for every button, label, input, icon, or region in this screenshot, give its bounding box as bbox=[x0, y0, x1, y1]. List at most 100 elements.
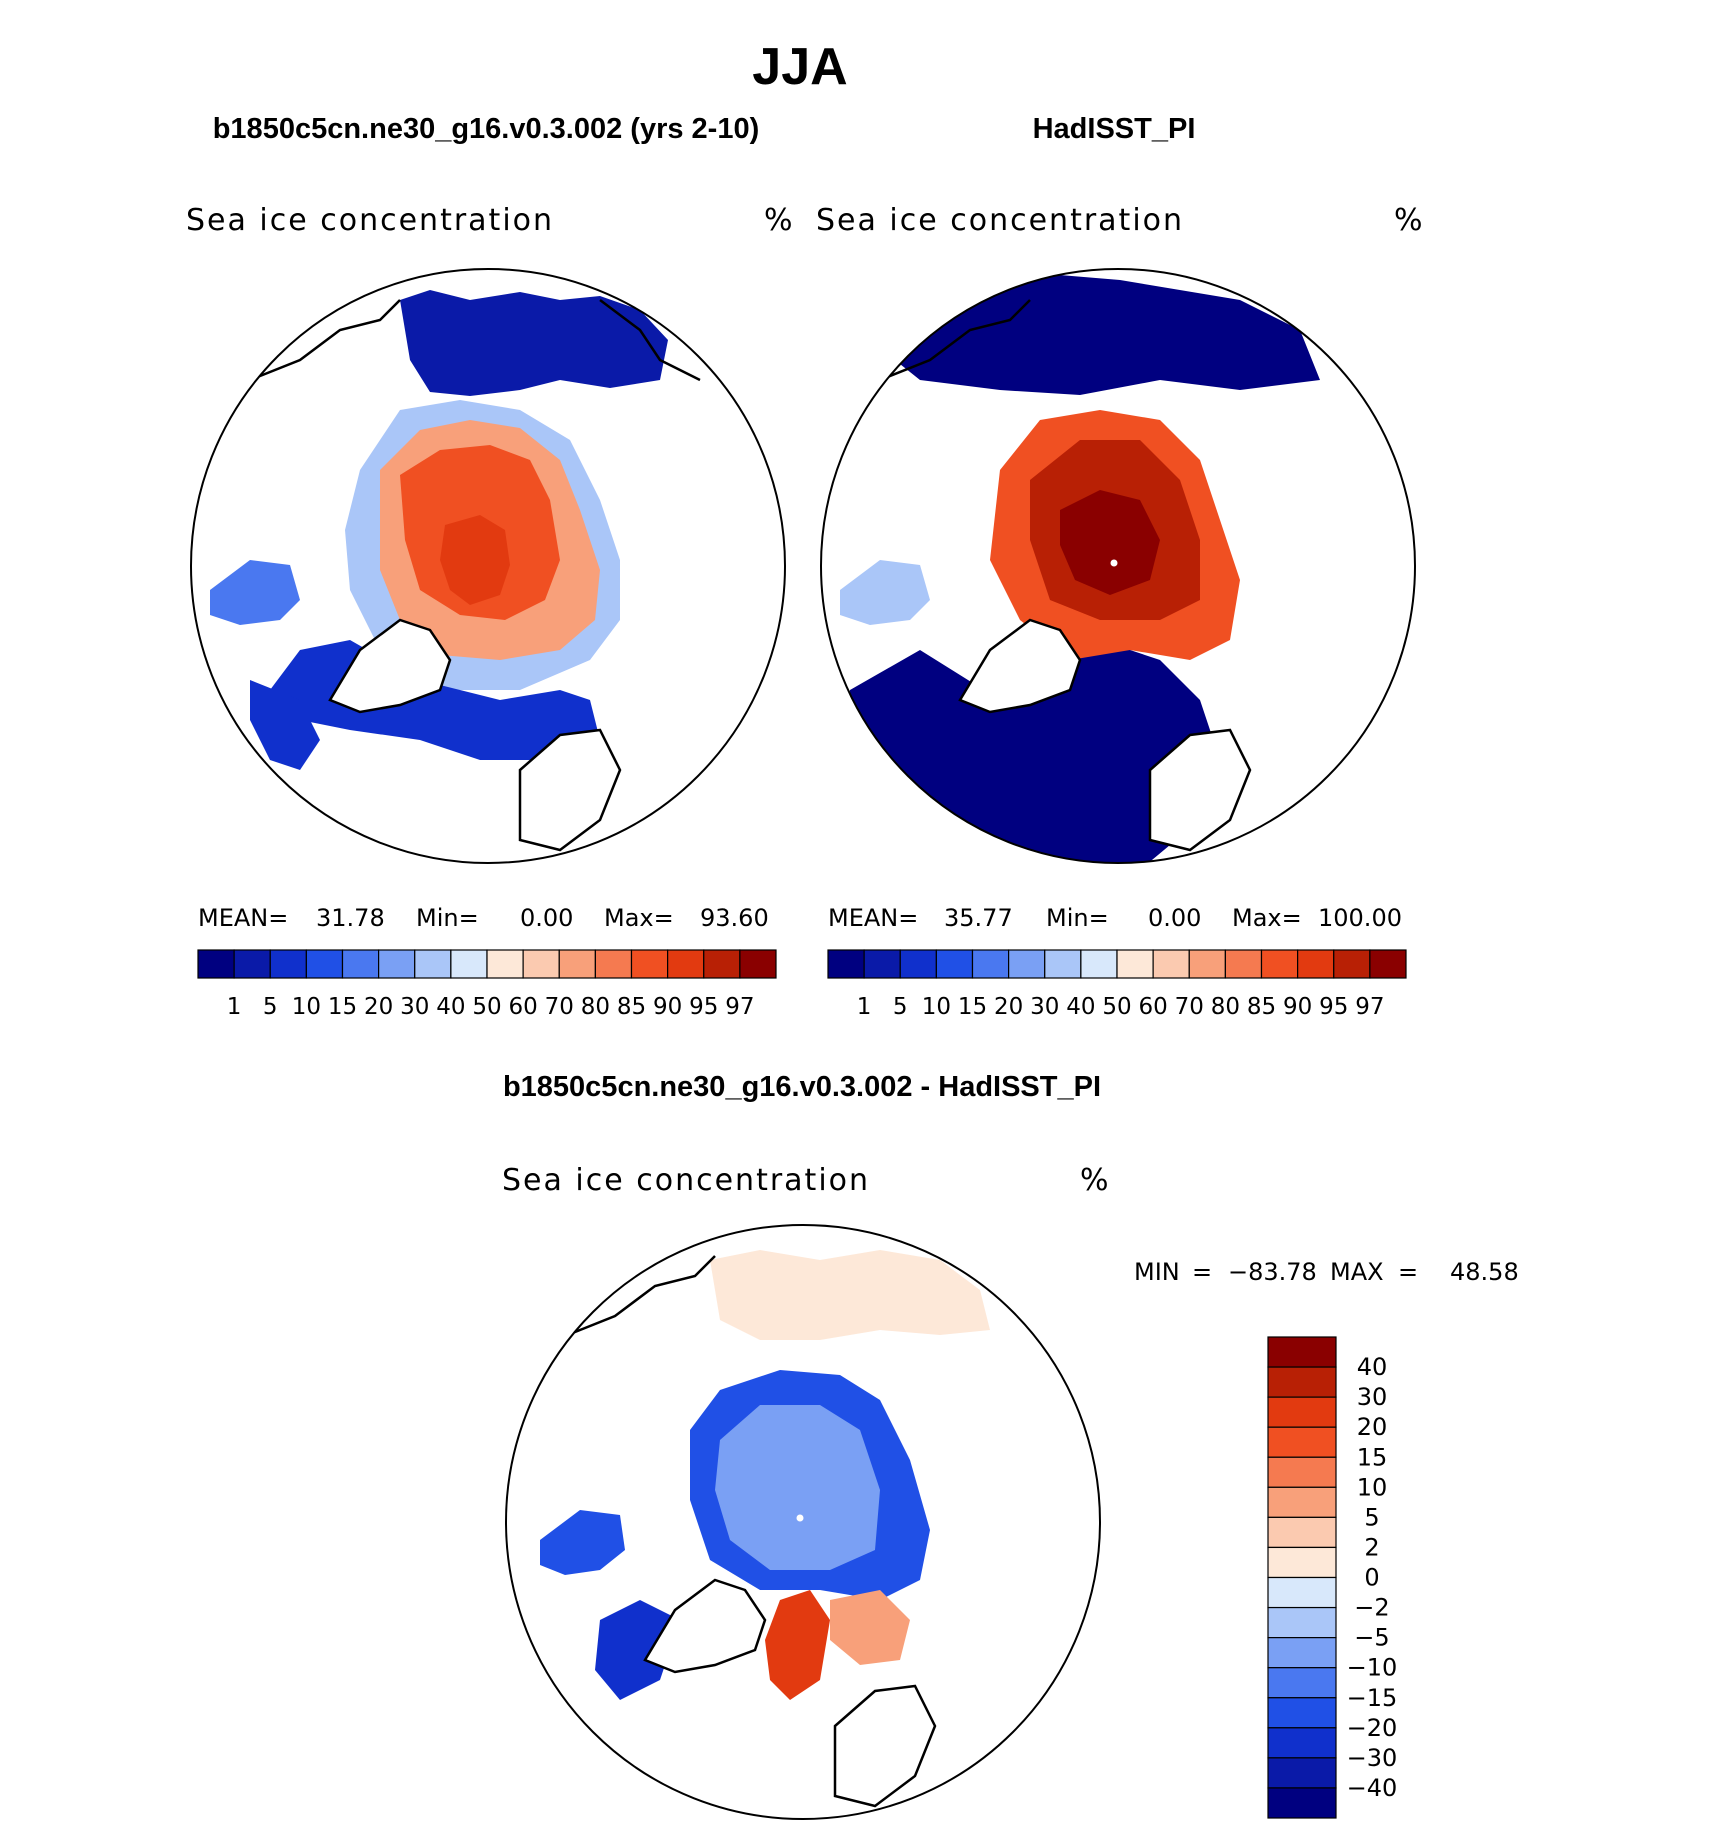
model-colorbar-swatch bbox=[522, 949, 560, 979]
difference-min-label: MIN bbox=[1134, 1258, 1180, 1286]
obs-colorbar-tick-label: 20 bbox=[994, 994, 1023, 1020]
difference-colorbar-tick-label: 30 bbox=[1357, 1383, 1388, 1411]
model-siberia-coast bbox=[249, 299, 401, 382]
difference-stats: MIN = −83.78 MAX = 48.58 bbox=[1134, 1258, 1519, 1286]
model-colorbar-swatch bbox=[305, 949, 344, 979]
difference-max-value: 48.58 bbox=[1450, 1258, 1519, 1286]
model-colorbar-swatch bbox=[378, 949, 416, 979]
obs-scandinavia-land bbox=[1148, 728, 1252, 852]
model-colorbar-tick-label: 70 bbox=[545, 994, 574, 1020]
difference-colorbar-tick-label: −10 bbox=[1347, 1654, 1398, 1682]
obs-colorbar-tick-label: 5 bbox=[893, 994, 908, 1020]
obs-min-value: 0.00 bbox=[1148, 904, 1201, 932]
difference-colorbar-tick-label: 40 bbox=[1357, 1353, 1388, 1381]
model-colorbar-swatch bbox=[667, 949, 705, 979]
model-units-label: % bbox=[764, 203, 793, 238]
obs-colorbar-tick-label: 97 bbox=[1355, 994, 1384, 1020]
diff-barents-positive bbox=[830, 1590, 910, 1665]
difference-colorbar-tick-label: −2 bbox=[1354, 1594, 1389, 1622]
difference-colorbar-swatch bbox=[1267, 1516, 1337, 1549]
difference-colorbar-swatch bbox=[1267, 1606, 1337, 1639]
obs-colorbar-swatch bbox=[863, 949, 901, 979]
difference-colorbar-swatch bbox=[1267, 1546, 1337, 1579]
difference-colorbar-swatch bbox=[1267, 1486, 1337, 1518]
obs-colorbar-swatch bbox=[1080, 949, 1118, 979]
obs-colorbar-swatch bbox=[1333, 949, 1371, 979]
model-colorbar-swatch bbox=[197, 949, 235, 979]
obs-siberia-coast bbox=[879, 299, 1031, 382]
difference-colorbar-tick-label: 5 bbox=[1364, 1503, 1379, 1531]
model-colorbar-tick-label: 80 bbox=[581, 994, 610, 1020]
difference-colorbar-tick-label: 10 bbox=[1357, 1473, 1388, 1501]
model-greenland-land bbox=[328, 618, 452, 714]
model-variable-label: Sea ice concentration bbox=[186, 203, 554, 238]
obs-arctic-ice-center bbox=[1060, 490, 1160, 595]
difference-colorbar-swatch bbox=[1267, 1727, 1337, 1759]
diff-siberia-coast bbox=[564, 1255, 716, 1338]
model-colorbar-tick-label: 15 bbox=[328, 994, 357, 1020]
model-colorbar-swatch bbox=[703, 949, 741, 979]
obs-colorbar-swatch bbox=[1116, 949, 1154, 979]
obs-colorbar: 1 5 10 15 20 30 40 50 60 70 80 85 90 95 97 bbox=[827, 949, 1407, 1020]
difference-max-equals: = bbox=[1398, 1258, 1418, 1286]
diff-hudson-negative bbox=[540, 1510, 625, 1575]
obs-colorbar-tick-label: 80 bbox=[1211, 994, 1240, 1020]
obs-colorbar-tick-label: 95 bbox=[1319, 994, 1348, 1020]
difference-colorbar-swatch bbox=[1267, 1576, 1337, 1609]
obs-pacific-ice bbox=[870, 270, 1320, 395]
model-colorbar-tick-label: 95 bbox=[689, 994, 718, 1020]
difference-panel-header: b1850c5cn.ne30_g16.v0.3.002 - HadISST_PI bbox=[503, 1071, 1101, 1103]
model-panel-header: b1850c5cn.ne30_g16.v0.3.002 (yrs 2-10) bbox=[213, 113, 760, 145]
model-colorbar-tick-label: 10 bbox=[292, 994, 321, 1020]
obs-colorbar-tick-label: 70 bbox=[1175, 994, 1204, 1020]
model-colorbar-swatch bbox=[594, 949, 633, 979]
diff-labrador-negative bbox=[595, 1600, 680, 1700]
model-colorbar-swatch bbox=[233, 949, 271, 979]
difference-colorbar-tick-label: −15 bbox=[1347, 1684, 1398, 1712]
difference-colorbar-swatch bbox=[1267, 1667, 1337, 1699]
model-bering-ice bbox=[400, 290, 668, 396]
model-colorbar-tick-label: 97 bbox=[725, 994, 754, 1020]
difference-colorbar-tick-label: −20 bbox=[1347, 1714, 1398, 1742]
difference-colorbar-swatch bbox=[1267, 1697, 1337, 1729]
obs-colorbar-swatch bbox=[935, 949, 974, 979]
model-scandinavia-land bbox=[518, 728, 622, 852]
model-labrador-ice bbox=[250, 680, 320, 770]
model-colorbar-tick-label: 30 bbox=[400, 994, 429, 1020]
model-colorbar-swatch bbox=[414, 949, 452, 979]
model-colorbar: 1 5 10 15 20 30 40 50 60 70 80 85 90 95 97 bbox=[197, 949, 777, 1020]
difference-polar-map bbox=[505, 1224, 1101, 1820]
obs-colorbar-swatch bbox=[1297, 949, 1335, 979]
model-colorbar-tick-label: 1 bbox=[227, 994, 242, 1020]
difference-colorbar-tick-label: 15 bbox=[1357, 1443, 1388, 1471]
difference-colorbar-swatch bbox=[1267, 1787, 1337, 1819]
difference-colorbar-tick-label: 2 bbox=[1364, 1533, 1379, 1561]
model-max-value: 93.60 bbox=[700, 904, 769, 932]
model-colorbar-swatch bbox=[486, 949, 524, 979]
diff-greenland-land bbox=[643, 1578, 767, 1674]
obs-colorbar-tick-label: 40 bbox=[1066, 994, 1095, 1020]
difference-colorbar-swatch bbox=[1267, 1637, 1337, 1669]
model-polar-map bbox=[190, 268, 786, 864]
obs-colorbar-swatch bbox=[1369, 949, 1407, 979]
model-colorbar-tick-label: 40 bbox=[436, 994, 465, 1020]
obs-colorbar-swatch bbox=[827, 949, 865, 979]
obs-colorbar-swatch bbox=[971, 949, 1010, 979]
model-stats: MEAN= 31.78 Min= 0.00 Max= 93.60 bbox=[198, 904, 769, 932]
difference-max-label: MAX bbox=[1330, 1258, 1384, 1286]
difference-colorbar-tick-label: −30 bbox=[1347, 1744, 1398, 1772]
model-hudson-ice bbox=[210, 560, 300, 625]
model-colorbar-tick-label: 20 bbox=[364, 994, 393, 1020]
obs-max-label: Max= bbox=[1232, 904, 1302, 932]
difference-units-label: % bbox=[1080, 1163, 1109, 1198]
obs-colorbar-tick-label: 30 bbox=[1030, 994, 1059, 1020]
diff-fram-positive bbox=[765, 1590, 830, 1700]
model-colorbar-swatch bbox=[269, 949, 307, 979]
model-colorbar-swatch bbox=[630, 949, 669, 979]
model-max-label: Max= bbox=[604, 904, 674, 932]
obs-colorbar-swatch bbox=[1188, 949, 1226, 979]
obs-polar-map bbox=[820, 268, 1416, 864]
difference-colorbar-swatch bbox=[1267, 1366, 1337, 1398]
difference-colorbar-tick-label: 20 bbox=[1357, 1413, 1388, 1441]
